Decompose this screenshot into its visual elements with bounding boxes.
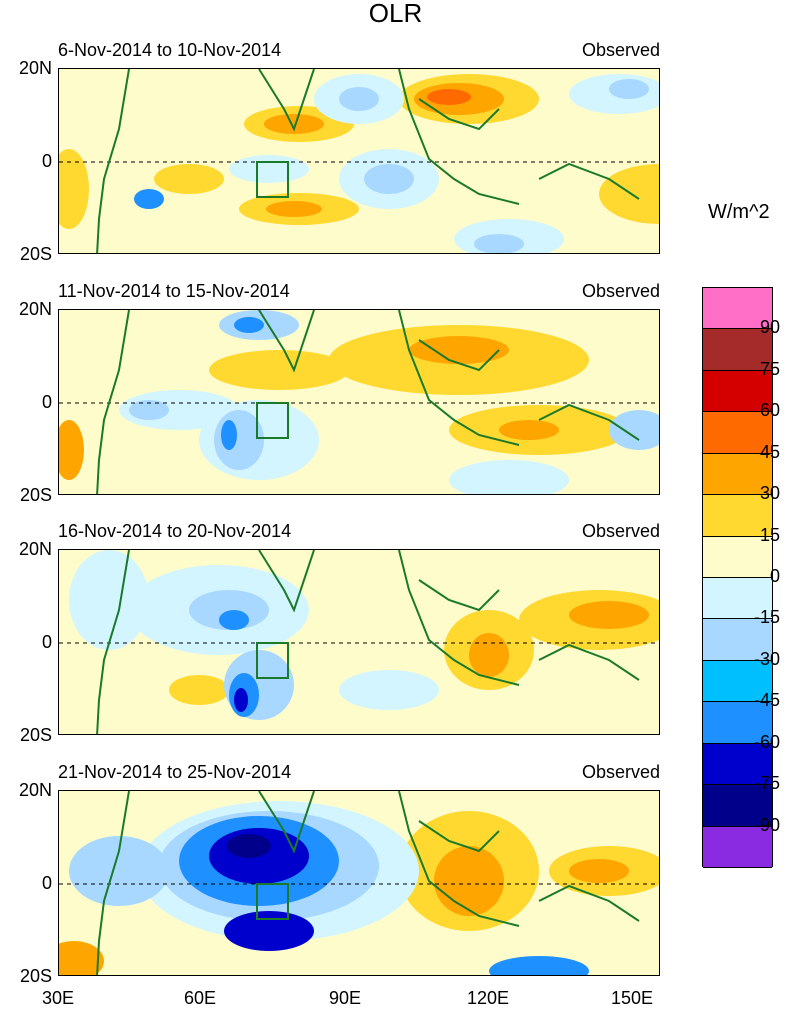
lat-20n-p1: 20N (18, 58, 52, 78)
colorbar (702, 287, 773, 868)
colorbar-swatch (703, 329, 772, 371)
panel-3-tag: Observed (581, 521, 660, 541)
lat-20n-p3: 20N (18, 539, 52, 559)
lat-0-p3: 0 (41, 632, 52, 652)
colorbar-swatch (703, 743, 772, 786)
colorbar-label: 0 (769, 566, 780, 586)
colorbar-label: 15 (759, 524, 780, 545)
colorbar-swatch (703, 288, 772, 330)
colorbar-swatch (703, 412, 772, 454)
panel-1-tag: Observed (581, 40, 660, 60)
map-panel-1 (58, 68, 660, 254)
colorbar-label: 75 (759, 358, 780, 379)
lat-0-p4: 0 (41, 873, 52, 893)
lat-0-p2: 0 (41, 392, 52, 412)
units-label: W/m^2 (708, 201, 770, 223)
lon-120e: 120E (466, 988, 510, 1008)
colorbar-swatch (703, 826, 772, 868)
colorbar-swatch (703, 370, 772, 413)
map-panel-2 (58, 309, 660, 495)
colorbar-swatch (703, 785, 772, 827)
colorbar-swatch (703, 702, 772, 744)
panel-1-title: 6-Nov-2014 to 10-Nov-2014 (58, 40, 282, 60)
lat-0-p1: 0 (41, 151, 52, 171)
lon-90e: 90E (328, 988, 362, 1008)
colorbar-label: 30 (759, 483, 780, 504)
panel-4-title: 21-Nov-2014 to 25-Nov-2014 (58, 762, 292, 782)
lat-20s-p4: 20S (19, 966, 52, 986)
colorbar-swatch (703, 453, 772, 496)
figure-title: OLR (368, 0, 423, 28)
colorbar-label: 60 (759, 400, 780, 421)
colorbar-label: -60 (753, 731, 780, 752)
colorbar-label: -30 (753, 648, 780, 669)
panel-4-tag: Observed (581, 762, 660, 782)
colorbar-swatch (703, 536, 772, 578)
colorbar-label: 45 (759, 441, 780, 462)
colorbar-label: -15 (753, 607, 780, 628)
colorbar-label: -75 (753, 773, 780, 794)
lon-150e: 150E (610, 988, 654, 1008)
lon-60e: 60E (183, 988, 217, 1008)
map-panel-3 (58, 549, 660, 735)
lat-20n-p2: 20N (18, 299, 52, 319)
colorbar-swatch (703, 619, 772, 661)
panel-2-tag: Observed (581, 281, 660, 301)
colorbar-label: 90 (759, 317, 780, 338)
lat-20s-p2: 20S (19, 485, 52, 505)
map-panel-4 (58, 790, 660, 976)
colorbar-label: -45 (753, 690, 780, 711)
panel-3-title: 16-Nov-2014 to 20-Nov-2014 (58, 521, 292, 541)
lat-20s-p1: 20S (19, 244, 52, 264)
panel-2-title: 11-Nov-2014 to 15-Nov-2014 (58, 281, 290, 301)
colorbar-swatch (703, 660, 772, 703)
lat-20s-p3: 20S (19, 725, 52, 745)
colorbar-swatch (703, 578, 772, 620)
lat-20n-p4: 20N (18, 780, 52, 800)
colorbar-label: -90 (753, 814, 780, 835)
lon-30e: 30E (41, 988, 75, 1008)
colorbar-swatch (703, 495, 772, 537)
